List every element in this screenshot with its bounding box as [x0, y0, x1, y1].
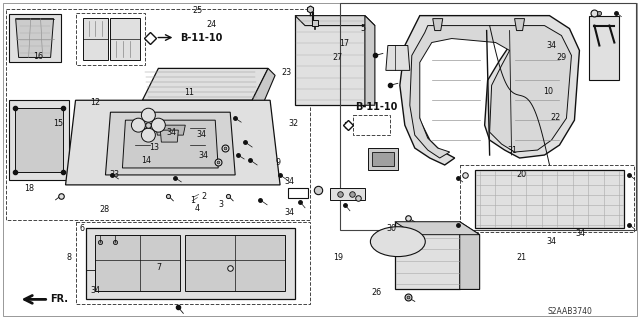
- Text: 1: 1: [190, 196, 195, 205]
- Text: 15: 15: [53, 119, 63, 129]
- Polygon shape: [111, 18, 140, 60]
- Text: 12: 12: [90, 99, 100, 108]
- Text: 34: 34: [167, 128, 177, 137]
- Text: 20: 20: [516, 170, 526, 179]
- Polygon shape: [95, 235, 180, 292]
- Text: 31: 31: [508, 146, 518, 155]
- Text: 6: 6: [80, 224, 85, 233]
- Text: 8: 8: [67, 253, 72, 262]
- Text: 25: 25: [192, 6, 202, 15]
- Text: 14: 14: [141, 156, 151, 165]
- Polygon shape: [365, 16, 375, 105]
- Text: B-11-10: B-11-10: [180, 33, 223, 42]
- Polygon shape: [515, 19, 525, 31]
- Text: 4: 4: [195, 204, 200, 213]
- Text: 23: 23: [282, 68, 292, 77]
- Polygon shape: [433, 19, 443, 31]
- Text: 2: 2: [201, 192, 206, 202]
- Text: 34: 34: [575, 229, 586, 238]
- Polygon shape: [395, 222, 460, 289]
- Text: 34: 34: [199, 151, 209, 160]
- Text: S2AAB3740: S2AAB3740: [547, 307, 593, 316]
- Ellipse shape: [371, 227, 425, 256]
- Text: 5: 5: [361, 24, 366, 33]
- Polygon shape: [15, 108, 63, 172]
- Polygon shape: [386, 46, 410, 70]
- Text: 3: 3: [218, 200, 223, 209]
- Text: 27: 27: [333, 53, 343, 62]
- Polygon shape: [83, 18, 108, 60]
- Text: 9: 9: [276, 158, 281, 167]
- Polygon shape: [186, 235, 285, 292]
- Polygon shape: [122, 120, 218, 168]
- Polygon shape: [252, 68, 275, 115]
- Polygon shape: [106, 112, 235, 175]
- Polygon shape: [156, 125, 186, 135]
- Text: 34: 34: [546, 237, 556, 246]
- Text: 34: 34: [284, 208, 294, 217]
- Polygon shape: [589, 16, 620, 80]
- Polygon shape: [142, 100, 252, 115]
- Text: 34: 34: [284, 177, 294, 186]
- Text: 30: 30: [387, 224, 397, 233]
- Text: 11: 11: [184, 88, 194, 97]
- Circle shape: [141, 108, 156, 122]
- Circle shape: [141, 128, 156, 142]
- Text: 34: 34: [197, 130, 207, 139]
- Text: 29: 29: [556, 53, 566, 62]
- Polygon shape: [86, 228, 295, 300]
- Polygon shape: [475, 170, 625, 228]
- Text: 19: 19: [333, 253, 343, 262]
- Polygon shape: [295, 16, 375, 26]
- Text: 33: 33: [109, 170, 120, 179]
- Polygon shape: [410, 26, 572, 158]
- Polygon shape: [372, 152, 394, 166]
- Polygon shape: [9, 100, 68, 180]
- Polygon shape: [395, 222, 479, 235]
- Text: 7: 7: [157, 263, 162, 272]
- Text: 21: 21: [516, 253, 526, 262]
- Text: 24: 24: [206, 20, 216, 29]
- Text: 32: 32: [288, 119, 298, 129]
- Circle shape: [131, 118, 145, 132]
- Text: 22: 22: [550, 113, 560, 122]
- Polygon shape: [9, 14, 61, 63]
- Polygon shape: [161, 130, 179, 142]
- Text: 26: 26: [371, 288, 381, 297]
- Text: 13: 13: [149, 143, 159, 152]
- Polygon shape: [65, 100, 280, 185]
- Text: B-11-10: B-11-10: [355, 102, 397, 112]
- Polygon shape: [15, 19, 54, 57]
- Text: 34: 34: [546, 41, 556, 50]
- Text: 17: 17: [339, 39, 349, 48]
- Circle shape: [152, 118, 165, 132]
- Polygon shape: [142, 68, 268, 100]
- Text: FR.: FR.: [51, 294, 68, 304]
- Text: 16: 16: [33, 52, 43, 61]
- Polygon shape: [295, 16, 365, 105]
- Polygon shape: [368, 148, 398, 170]
- Text: 28: 28: [99, 205, 109, 214]
- Text: 10: 10: [543, 87, 554, 96]
- Text: 18: 18: [24, 184, 35, 193]
- Polygon shape: [460, 222, 479, 289]
- Polygon shape: [330, 188, 365, 200]
- Polygon shape: [400, 16, 579, 165]
- Text: 34: 34: [90, 286, 100, 295]
